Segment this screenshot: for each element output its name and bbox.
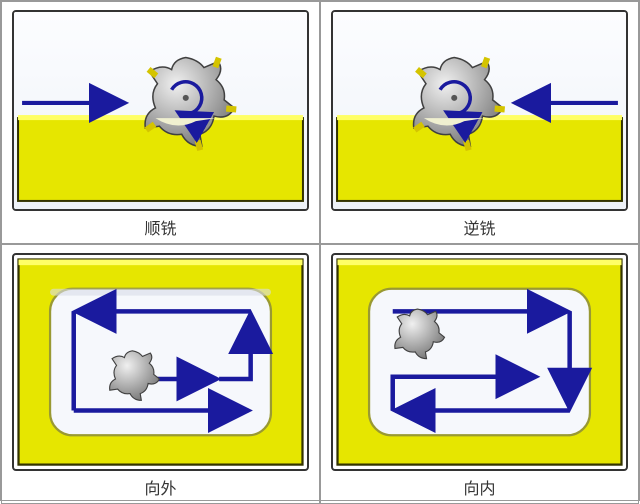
cell-inward: 向内 <box>320 244 639 504</box>
diagram-grid: 顺铣 <box>0 0 640 501</box>
cell-climb-milling: 顺铣 <box>1 1 320 244</box>
panel-inward <box>331 253 628 471</box>
caption-inward: 向内 <box>331 471 628 499</box>
conventional-svg <box>333 12 626 209</box>
cell-conventional-milling: 逆铣 <box>320 1 639 244</box>
outward-svg <box>14 255 307 469</box>
cell-outward: 向外 <box>1 244 320 504</box>
caption-climb: 顺铣 <box>12 211 309 239</box>
panel-climb <box>12 10 309 211</box>
panel-outward <box>12 253 309 471</box>
panel-conventional <box>331 10 628 211</box>
caption-outward: 向外 <box>12 471 309 499</box>
inward-svg <box>333 255 626 469</box>
climb-svg <box>14 12 307 209</box>
caption-conventional: 逆铣 <box>331 211 628 239</box>
